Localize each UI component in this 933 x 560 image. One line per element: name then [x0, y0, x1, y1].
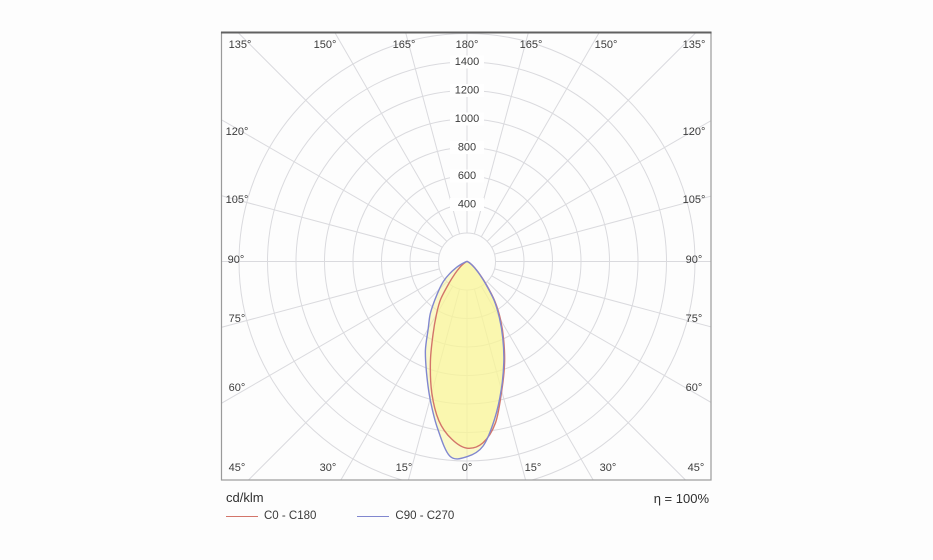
- radial-tick-label: 1400: [455, 56, 479, 68]
- units-label: cd/klm: [226, 490, 264, 505]
- radial-tick-label: 400: [458, 199, 476, 211]
- angle-label: 60°: [229, 382, 246, 394]
- angle-label: 15°: [396, 462, 413, 474]
- grid-spoke: [491, 275, 711, 403]
- radial-tick-label: 800: [458, 142, 476, 154]
- angle-labels: 135° 150° 165° 180° 165° 150° 135° 120° 105° 90° 7…: [226, 39, 706, 474]
- grid-spoke: [491, 120, 711, 248]
- angle-label: 165°: [393, 39, 416, 51]
- c0-c180-line-swatch: [226, 515, 258, 517]
- angle-label: 150°: [595, 39, 618, 51]
- angle-label: 60°: [686, 382, 703, 394]
- legend-item-c0-c180: C0 - C180: [226, 509, 316, 523]
- c90-c270-curve: [424, 260, 505, 460]
- angle-label: 150°: [314, 39, 337, 51]
- grid-spoke: [494, 195, 711, 255]
- radial-tick-label: 1200: [455, 85, 479, 97]
- c0-c180-fill: [430, 261, 505, 449]
- radial-tick-label-mask: [450, 84, 484, 97]
- angle-label: 45°: [229, 462, 246, 474]
- angle-label: 0°: [462, 462, 473, 474]
- angle-label: 105°: [226, 194, 249, 206]
- radial-tick-labels: 400 600 800 1000 1200 1400: [450, 55, 484, 211]
- angle-label: 75°: [229, 313, 246, 325]
- angle-label: 30°: [600, 462, 617, 474]
- angle-label: 135°: [229, 39, 252, 51]
- grid-spoke: [247, 281, 448, 480]
- angle-label: 180°: [456, 39, 479, 51]
- angle-label: 45°: [688, 462, 705, 474]
- radial-tick-label-mask: [450, 55, 484, 69]
- grid-spoke: [480, 32, 600, 238]
- radial-tick-label-mask: [450, 198, 484, 211]
- c90-c270-line-swatch: [357, 515, 390, 517]
- radial-tick-label-mask: [450, 112, 484, 126]
- radial-tick-label-mask: [450, 169, 484, 183]
- grid-spoke: [473, 32, 529, 235]
- grid-spoke: [494, 268, 711, 328]
- legend-label-c0-c180: C0 - C180: [264, 510, 317, 522]
- grid-spoke: [486, 281, 687, 480]
- grid-spoke: [221, 119, 443, 248]
- angle-label: 90°: [686, 254, 703, 266]
- grid-spoke: [334, 32, 454, 238]
- angle-label: 120°: [683, 126, 706, 138]
- grid-spoke: [486, 32, 697, 242]
- legend: C0 - C180 C90 - C270: [226, 509, 454, 523]
- radial-tick-label-mask: [450, 141, 484, 154]
- grid-spoke: [221, 268, 440, 328]
- angle-label: 90°: [228, 254, 245, 266]
- legend-label-c90-c270: C90 - C270: [395, 510, 455, 522]
- grid-spoke: [405, 32, 461, 235]
- angle-label: 120°: [226, 126, 249, 138]
- grid-spoke: [480, 285, 594, 480]
- grid-spoke: [237, 32, 448, 242]
- angle-label: 75°: [686, 313, 703, 325]
- angle-label: 15°: [525, 462, 542, 474]
- grid-spoke: [221, 195, 440, 255]
- radial-tick-label: 600: [458, 170, 476, 182]
- angle-label: 165°: [520, 39, 543, 51]
- angle-label: 30°: [320, 462, 337, 474]
- angle-label: 105°: [683, 194, 706, 206]
- angle-label: 135°: [683, 39, 706, 51]
- radial-tick-label: 1000: [455, 113, 479, 125]
- efficiency-label: η = 100%: [653, 491, 709, 506]
- grid-spoke: [221, 275, 443, 404]
- legend-item-c90-c270: C90 - C270: [357, 509, 454, 523]
- intensity-curves: [424, 260, 506, 460]
- grid-spoke: [340, 285, 454, 480]
